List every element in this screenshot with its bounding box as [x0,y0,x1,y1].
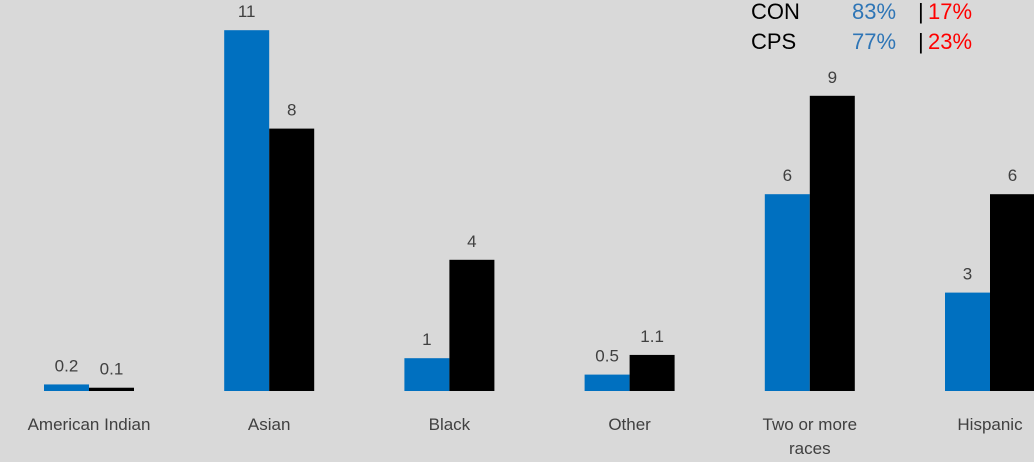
bar-series-a [224,30,270,391]
legend-row-separator: | [918,0,924,24]
bar-series-b [449,259,495,391]
bar-series-b [89,387,134,391]
category-label: Two or more races [763,415,857,458]
bar-series-a [44,384,89,391]
bar-series-a [764,194,810,391]
bar-series-b [629,354,675,391]
data-label: 0.2 [55,356,79,375]
legend-row-value-b: 17% [928,0,973,24]
data-label: 3 [963,265,972,284]
category-label: Other [608,415,651,434]
category-label: Asian [248,415,291,434]
data-label: 4 [467,232,476,251]
legend-row-name: CPS [751,29,797,54]
legend-row-value-b: 23% [928,29,973,54]
data-label: 9 [828,68,837,87]
bar-series-b [990,194,1034,391]
category-label: American Indian [28,415,151,434]
data-label: 1.1 [640,327,664,346]
data-label: 6 [1008,166,1017,185]
data-label: 8 [287,101,296,120]
data-label: 0.5 [595,347,619,366]
category-label: Black [429,415,471,434]
bar-series-a [584,374,630,391]
legend-row-value-a: 77% [852,29,897,54]
data-label: 1 [422,330,431,349]
data-label: 0.1 [100,360,124,379]
data-label: 11 [238,2,256,21]
bar-group: 3 6 Hispanic [945,166,1034,434]
bar-series-b [269,128,315,391]
bar-group: 0.5 1.1 Other [584,327,675,434]
legend-row-value-a: 83% [852,0,897,24]
bar-group: 6 9 Two or more races [763,68,857,458]
bar-series-b [809,95,855,392]
bar-group: 1 4 Black [404,232,495,434]
data-label: 6 [783,166,792,185]
legend-row-separator: | [918,29,924,54]
bar-series-a [945,292,990,391]
legend-box: CON 83% | 17% CPS 77% | 23% [748,0,1034,64]
bar-series-a [404,358,450,391]
category-label: Hispanic [957,415,1023,434]
legend-row-name: CON [751,0,800,24]
bar-group: 0.2 0.1 American Indian [28,356,151,434]
bar-group: 11 8 Asian [224,2,315,434]
